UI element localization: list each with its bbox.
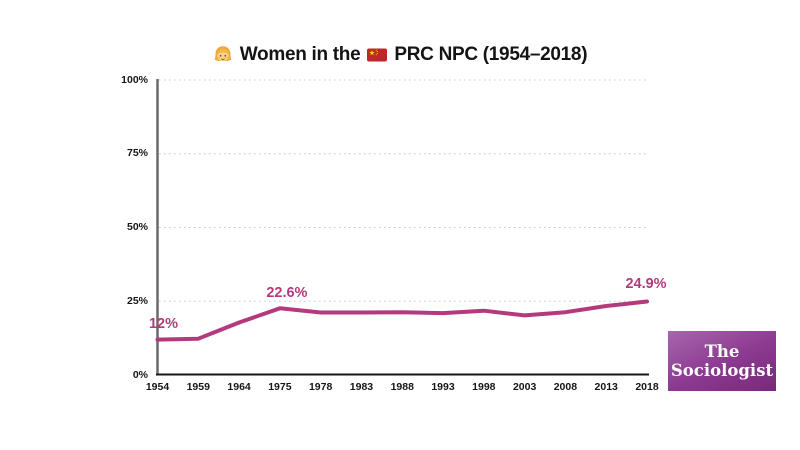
- badge-line2: Sociologist: [670, 361, 774, 380]
- x-axis-tick-label: 1954: [145, 381, 170, 393]
- y-axis-tick-label: 100%: [121, 73, 148, 86]
- x-axis-tick-label: 2018: [635, 381, 659, 393]
- y-axis-tick-label: 0%: [132, 368, 148, 381]
- x-axis-tick-label: 2013: [594, 381, 618, 393]
- y-axis-tick-label: 75%: [126, 147, 148, 160]
- x-axis-tick-label: 2008: [553, 381, 578, 393]
- gridlines: [159, 79, 649, 302]
- x-axis-tick-label: 2003: [512, 381, 537, 393]
- badge-line1: The: [704, 341, 740, 361]
- x-axis-tick-label: 1975: [268, 381, 292, 393]
- x-axis-tick-label: 1993: [431, 381, 455, 393]
- x-axis-tick-label: 1978: [308, 381, 333, 393]
- data-point-label: 24.9%: [625, 275, 667, 292]
- data-point-label: 12%: [148, 315, 179, 332]
- y-axis-tick-label: 25%: [126, 294, 148, 307]
- data-series-line: [155, 299, 649, 342]
- chart-title: Women in the PRC NPC (1954–2018): [0, 43, 800, 67]
- china-flag-emoji: [367, 48, 388, 62]
- woman-emoji: [214, 46, 232, 62]
- chart-title-prefix: Women in the: [239, 44, 361, 65]
- x-axis-tick-label: 1964: [227, 381, 251, 393]
- data-point-label: 22.6%: [266, 285, 308, 302]
- x-axis-tick-label: 1988: [390, 381, 414, 393]
- y-axis-tick-label: 50%: [126, 221, 148, 233]
- x-axis-tick-label: 1998: [472, 381, 496, 393]
- x-axis-tick-label: 1959: [186, 381, 210, 393]
- chart-title-suffix: PRC NPC (1954–2018): [394, 44, 588, 65]
- sociologist-badge: The Sociologist: [668, 331, 776, 391]
- x-axis-tick-label: 1983: [349, 381, 374, 393]
